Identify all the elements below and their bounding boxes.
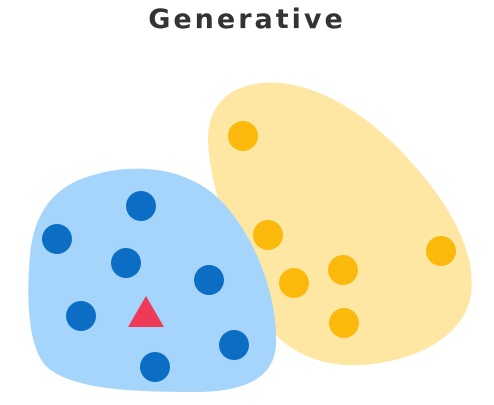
blue-point	[219, 330, 249, 360]
blue-point	[126, 191, 156, 221]
yellow-point	[228, 121, 258, 151]
yellow-point	[329, 308, 359, 338]
blue-point	[66, 301, 96, 331]
yellow-point	[253, 220, 283, 250]
blue-point	[194, 265, 224, 295]
yellow-point	[279, 268, 309, 298]
blue-point	[140, 352, 170, 382]
yellow-point	[426, 236, 456, 266]
blue-point	[111, 248, 141, 278]
yellow-point	[328, 255, 358, 285]
blue-point	[42, 224, 72, 254]
